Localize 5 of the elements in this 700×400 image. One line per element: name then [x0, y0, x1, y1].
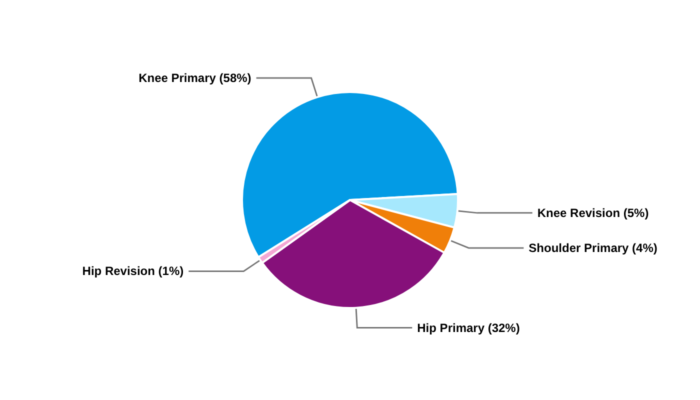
slice-label: Hip Revision (1%): [82, 264, 184, 278]
slice-label: Knee Primary (58%): [138, 70, 252, 85]
slice-label: Shoulder Primary (4%): [528, 240, 658, 255]
slice-label: Knee Revision (5%): [537, 206, 649, 220]
slice-label: Hip Primary (32%): [417, 320, 520, 335]
